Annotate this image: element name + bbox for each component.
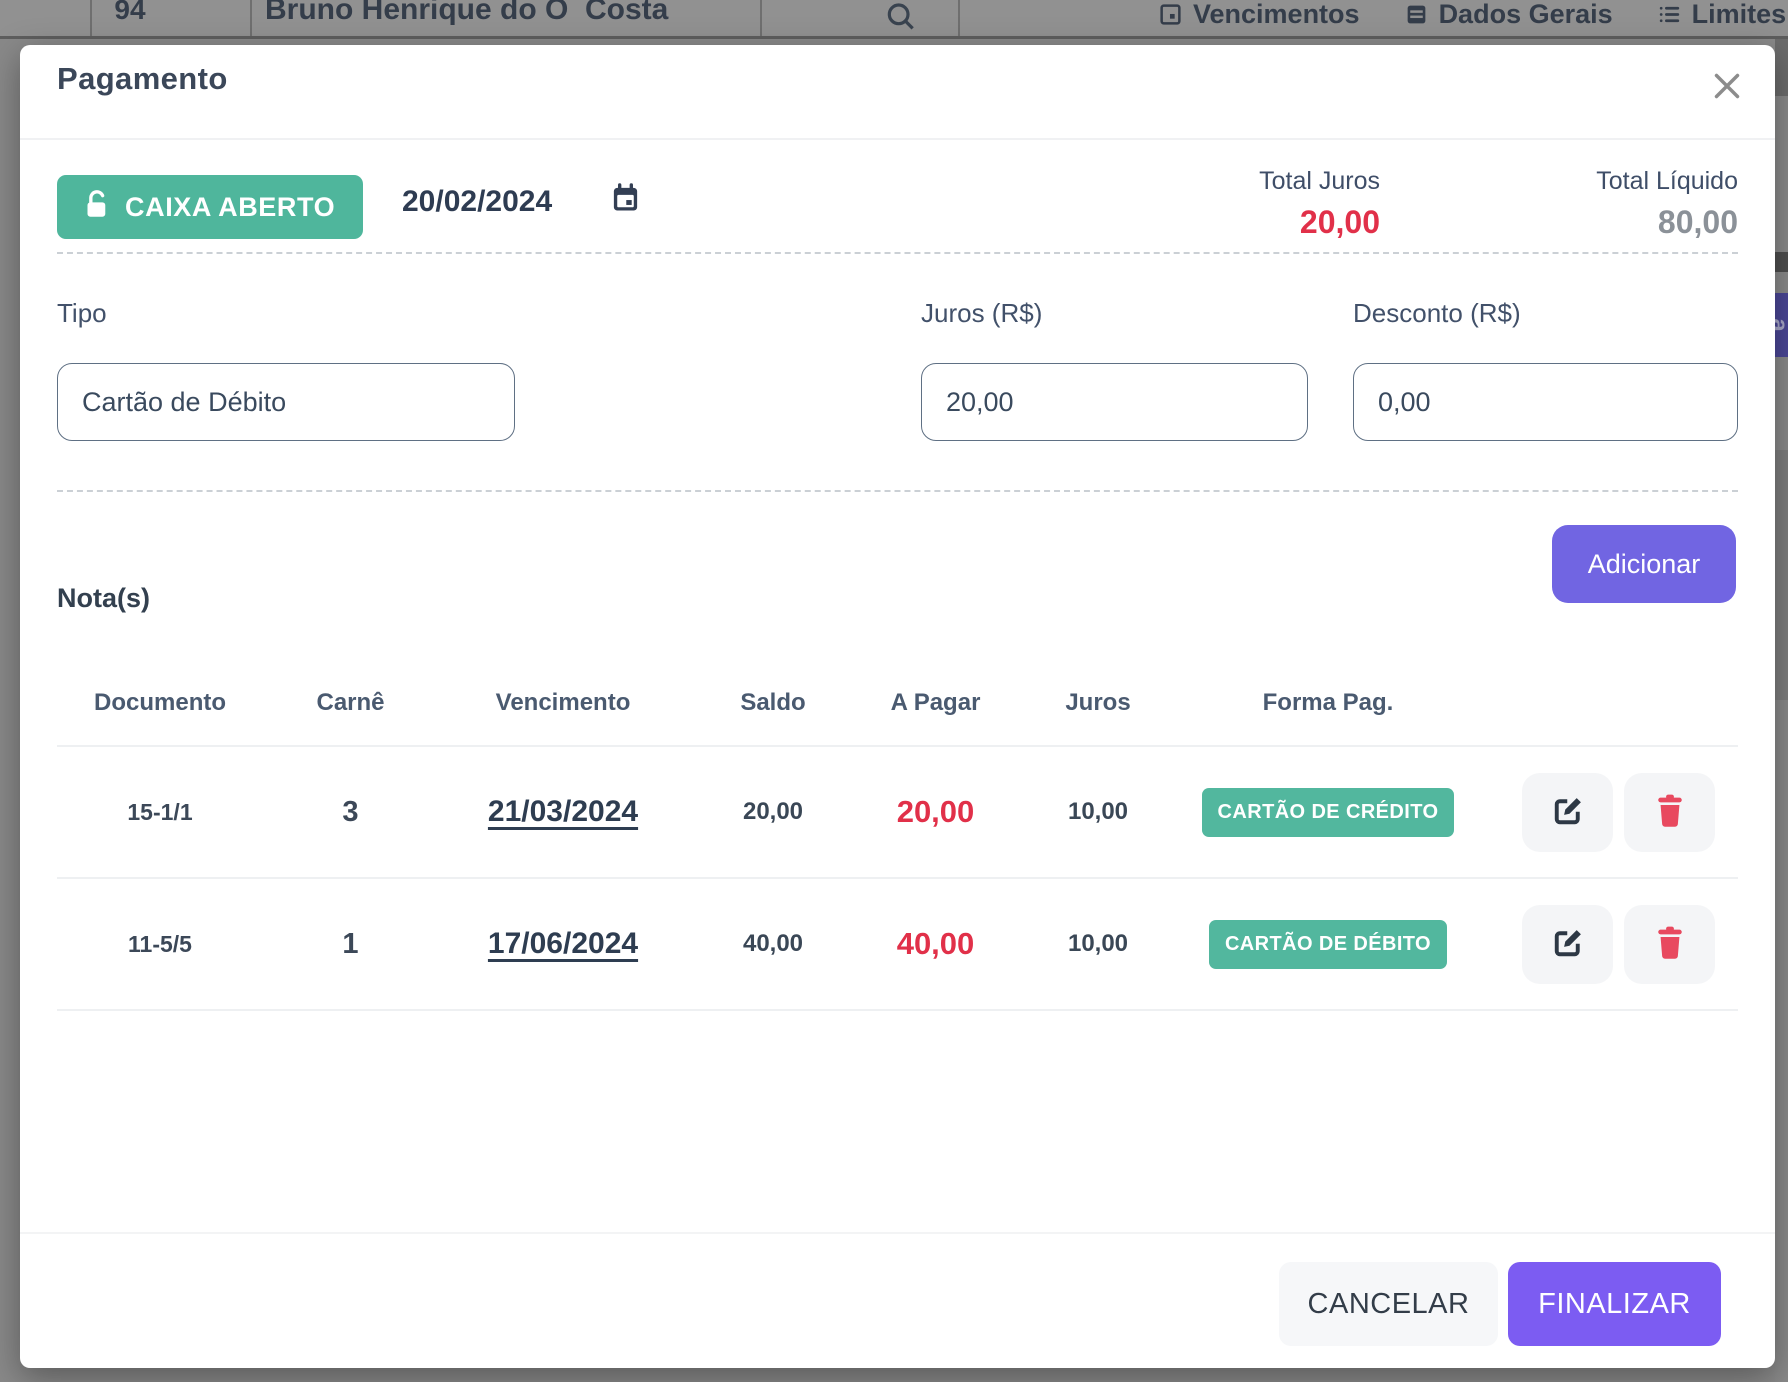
background-table-row: 94 Bruno Henrique do O Costa Vencimentos (0, 0, 1788, 39)
juros-label: Juros (R$) (921, 298, 1043, 328)
tab-label: Dados Gerais (1438, 0, 1613, 29)
calendar-day-icon (1158, 0, 1183, 34)
edit-button[interactable] (1522, 904, 1613, 984)
cell-divider (250, 0, 252, 36)
total-liquido-label: Total Líquido (1596, 167, 1738, 195)
cell-divider (958, 0, 960, 36)
caixa-aberto-label: CAIXA ABERTO (125, 191, 336, 222)
total-juros-block: Total Juros 20,00 (1259, 167, 1380, 241)
juros-field[interactable] (921, 363, 1308, 441)
bg-fragment (1775, 450, 1788, 700)
cell-carne: 3 (342, 795, 359, 828)
tipo-field[interactable] (57, 363, 515, 441)
delete-button[interactable] (1624, 772, 1715, 852)
header-divider (20, 138, 1775, 140)
background-tabs: Vencimentos Dados Gerais Limites e S (1158, 0, 1788, 34)
tab-limites[interactable]: Limites e S (1657, 0, 1788, 34)
caixa-aberto-badge[interactable]: CAIXA ABERTO (57, 175, 364, 239)
adicionar-button[interactable]: Adicionar (1552, 525, 1736, 603)
trash-icon (1654, 926, 1686, 963)
background-right-strip: a (1766, 39, 1788, 1382)
dashed-divider (57, 490, 1738, 492)
col-juros: Juros (1065, 688, 1131, 716)
payment-modal: Pagamento CAIXA ABERTO 20/02/2024 Total … (20, 45, 1775, 1368)
total-liquido-block: Total Líquido 80,00 (1596, 167, 1738, 241)
total-juros-label: Total Juros (1259, 167, 1380, 195)
cell-divider (90, 0, 92, 36)
total-juros-value: 20,00 (1299, 204, 1380, 240)
col-carne: Carnê (316, 688, 385, 716)
col-documento: Documento (94, 688, 226, 716)
dashed-divider (57, 252, 1738, 254)
tab-label: Vencimentos (1193, 0, 1360, 29)
forma-pag-badge: CARTÃO DE DÉBITO (1208, 919, 1448, 969)
tab-dados-gerais[interactable]: Dados Gerais (1404, 0, 1613, 34)
lock-open-icon (85, 189, 110, 226)
bg-purple-fragment: a (1766, 293, 1788, 357)
close-icon[interactable] (1707, 67, 1747, 107)
notes-table: Documento Carnê Vencimento Saldo A Pagar… (57, 660, 1738, 1011)
delete-button[interactable] (1624, 904, 1715, 984)
cell-vencimento-link[interactable]: 17/06/2024 (487, 927, 639, 960)
search-icon[interactable] (884, 0, 916, 36)
tab-vencimentos[interactable]: Vencimentos (1158, 0, 1360, 34)
cell-carne: 1 (342, 927, 359, 960)
trash-icon (1654, 794, 1686, 831)
bg-fragment (1775, 39, 1788, 96)
background-row-name: Bruno Henrique do O Costa (265, 0, 669, 26)
finalizar-button[interactable]: FINALIZAR (1508, 1262, 1721, 1346)
forma-pag-badge: CARTÃO DE CRÉDITO (1201, 787, 1455, 837)
total-liquido-value: 80,00 (1657, 204, 1738, 240)
tipo-label: Tipo (57, 298, 107, 328)
bg-fragment (1775, 252, 1788, 272)
cell-saldo: 40,00 (742, 930, 804, 957)
cell-vencimento-link[interactable]: 21/03/2024 (487, 795, 639, 828)
table-row: 11-5/5 1 17/06/2024 40,00 40,00 10,00 CA… (57, 879, 1738, 1011)
cell-documento: 15-1/1 (127, 798, 193, 825)
cell-juros: 10,00 (1067, 930, 1129, 957)
desconto-field[interactable] (1353, 363, 1738, 441)
table-row: 15-1/1 3 21/03/2024 20,00 20,00 10,00 CA… (57, 747, 1738, 879)
col-saldo: Saldo (740, 688, 806, 716)
desconto-label: Desconto (R$) (1353, 298, 1521, 328)
footer-divider (20, 1232, 1775, 1234)
cell-a-pagar: 20,00 (896, 794, 975, 829)
cell-a-pagar: 40,00 (896, 926, 975, 961)
cell-saldo: 20,00 (742, 798, 804, 825)
col-a-pagar: A Pagar (890, 688, 981, 716)
cancelar-button[interactable]: CANCELAR (1279, 1262, 1498, 1346)
database-icon (1404, 0, 1429, 34)
notes-section-title: Nota(s) (57, 583, 150, 613)
cell-juros: 10,00 (1067, 798, 1129, 825)
edit-icon (1550, 925, 1586, 964)
col-forma-pag: Forma Pag. (1262, 688, 1394, 716)
col-vencimento: Vencimento (495, 688, 631, 716)
list-icon (1657, 0, 1682, 34)
calendar-icon[interactable] (610, 183, 641, 219)
caixa-date[interactable]: 20/02/2024 (402, 185, 553, 218)
background-row-id: 94 (114, 0, 146, 25)
edit-button[interactable] (1522, 772, 1613, 852)
cell-divider (760, 0, 762, 36)
cell-documento: 11-5/5 (128, 930, 192, 957)
tab-label: Limites e S (1691, 0, 1788, 29)
notes-table-header: Documento Carnê Vencimento Saldo A Pagar… (57, 660, 1738, 747)
modal-title: Pagamento (57, 61, 228, 96)
edit-icon (1550, 793, 1586, 832)
